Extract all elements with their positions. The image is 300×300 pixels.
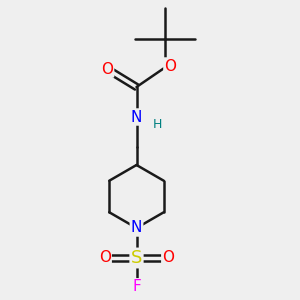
- Text: O: O: [164, 58, 176, 74]
- Text: O: O: [162, 250, 174, 266]
- Text: O: O: [101, 61, 113, 76]
- Text: S: S: [131, 249, 142, 267]
- Text: H: H: [153, 118, 162, 131]
- Text: F: F: [132, 279, 141, 294]
- Text: N: N: [131, 220, 142, 236]
- Text: O: O: [99, 250, 111, 266]
- Text: N: N: [130, 110, 142, 124]
